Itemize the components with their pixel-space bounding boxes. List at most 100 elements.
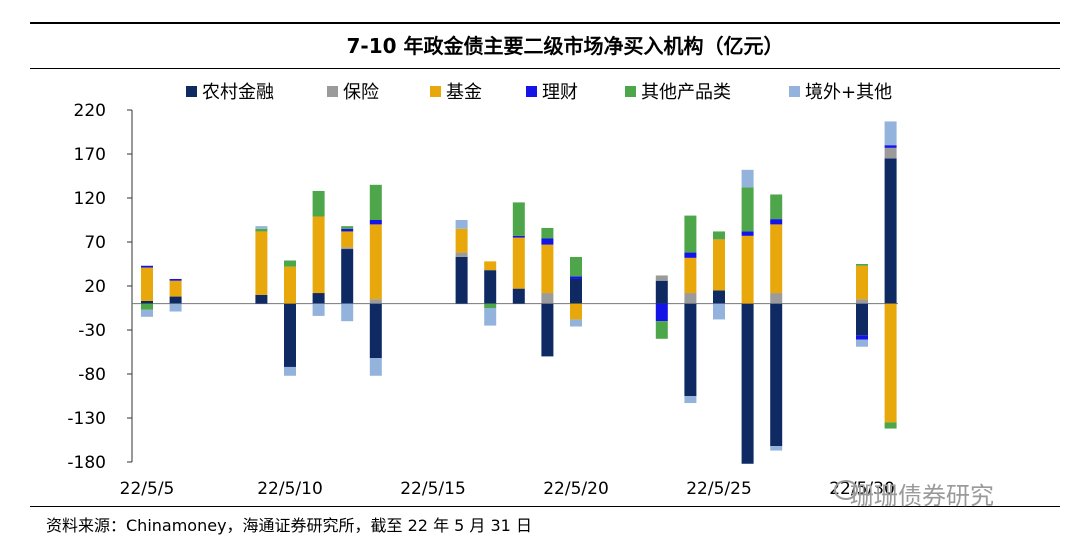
bar-segment	[169, 280, 182, 297]
legend-swatch	[789, 86, 800, 97]
bar-segment	[741, 303, 754, 464]
y-tick-label: 70	[84, 233, 106, 253]
legend-label: 农村金融	[202, 82, 274, 103]
bar-segment	[570, 319, 582, 327]
bar-segment	[284, 366, 296, 376]
bar-segment	[455, 220, 468, 229]
bar-segment	[655, 303, 668, 322]
bar-segment	[255, 294, 268, 304]
bar-segment	[884, 121, 897, 146]
bar-segment	[856, 303, 868, 336]
x-tick-label: 22/5/20	[543, 479, 609, 499]
bars	[141, 121, 897, 464]
bar-segment	[512, 202, 525, 236]
legend-swatch	[186, 86, 197, 97]
bar-segment	[684, 303, 697, 396]
bar-segment	[369, 184, 382, 220]
bar-segment	[312, 216, 325, 294]
bar-segment	[570, 276, 582, 279]
bar-segment	[455, 252, 468, 257]
bar-segment	[284, 266, 296, 304]
bar-segment	[713, 231, 725, 240]
bar-segment	[541, 227, 554, 239]
legend-label: 其他产品类	[641, 82, 731, 103]
title-underline	[30, 68, 1060, 69]
legend-item: 农村金融	[186, 82, 274, 103]
bar-segment	[169, 278, 182, 281]
bar-segment	[141, 265, 153, 268]
bar-segment	[141, 267, 153, 301]
bar-segment	[484, 308, 497, 326]
y-tick-label: 220	[74, 101, 106, 121]
bar-segment	[770, 224, 783, 294]
bar-segment	[741, 231, 754, 236]
bar-segment	[455, 228, 468, 253]
bar-segment	[884, 145, 897, 148]
legend-swatch	[327, 86, 338, 97]
bar-segment	[141, 300, 153, 304]
bar-segment	[884, 158, 897, 304]
bar-segment	[341, 228, 354, 232]
bar-segment	[169, 303, 182, 312]
legend-item: 保险	[327, 82, 379, 103]
bar-segment	[713, 290, 725, 304]
x-tick-label: 22/5/5	[120, 479, 175, 499]
legend-swatch	[430, 86, 441, 97]
legend-item: 境外+其他	[789, 82, 892, 103]
legend-item: 理财	[526, 82, 578, 103]
bar-segment	[570, 256, 582, 277]
bar-segment	[713, 239, 725, 291]
bar-segment	[341, 231, 354, 248]
bar-segment	[255, 228, 268, 232]
bar-segment	[884, 422, 897, 429]
bar-segment	[541, 244, 554, 294]
top-rule	[30, 22, 1060, 24]
bar-segment	[884, 147, 897, 159]
legend-item: 其他产品类	[625, 82, 731, 103]
bar-segment	[770, 194, 783, 220]
bar-segment	[141, 303, 153, 310]
y-tick-label: -30	[78, 321, 106, 341]
bar-segment	[541, 303, 554, 357]
footer-rule	[30, 506, 1060, 507]
bar-segment	[512, 235, 525, 238]
legend-item: 基金	[430, 82, 482, 103]
bar-segment	[341, 249, 354, 304]
bar-segment	[684, 396, 697, 404]
bar-segment	[284, 260, 296, 267]
legend-swatch	[625, 86, 636, 97]
bar-segment	[770, 303, 783, 447]
bar-segment	[770, 293, 783, 304]
bar-segment	[512, 288, 525, 304]
bar-segment	[684, 257, 697, 294]
bar-segment	[484, 303, 497, 308]
bar-segment	[684, 252, 697, 258]
bar-segment	[541, 238, 554, 245]
bar-segment	[884, 303, 897, 423]
bar-segment	[484, 261, 497, 271]
bar-segment	[655, 280, 668, 304]
bar-segment	[341, 226, 354, 229]
bar-segment	[369, 224, 382, 300]
bar-segment	[741, 187, 754, 232]
chart: 7-10 年政金债主要二级市场净买入机构（亿元） 农村金融 保险 基金 理财 其他产品类…	[67, 34, 898, 499]
bar-segment	[570, 278, 582, 304]
bar-segment	[512, 237, 525, 289]
legend-label: 境外+其他	[805, 82, 892, 103]
bar-segment	[369, 299, 382, 304]
bar-segment	[312, 293, 325, 304]
bar-segment	[856, 264, 868, 266]
bar-segment	[856, 339, 868, 347]
bar-segment	[741, 235, 754, 304]
chart-title: 7-10 年政金债主要二级市场净买入机构（亿元）	[346, 34, 783, 58]
y-tick-label: -130	[67, 409, 106, 429]
y-tick-label: 170	[74, 145, 106, 165]
y-tick-label: -180	[67, 453, 106, 473]
legend-label: 保险	[343, 82, 379, 103]
bar-segment	[570, 303, 582, 320]
y-tick-label: -80	[78, 365, 106, 385]
bar-segment	[141, 309, 153, 317]
bar-segment	[856, 299, 868, 304]
x-tick-label: 22/5/15	[400, 479, 466, 499]
bar-segment	[684, 293, 697, 304]
